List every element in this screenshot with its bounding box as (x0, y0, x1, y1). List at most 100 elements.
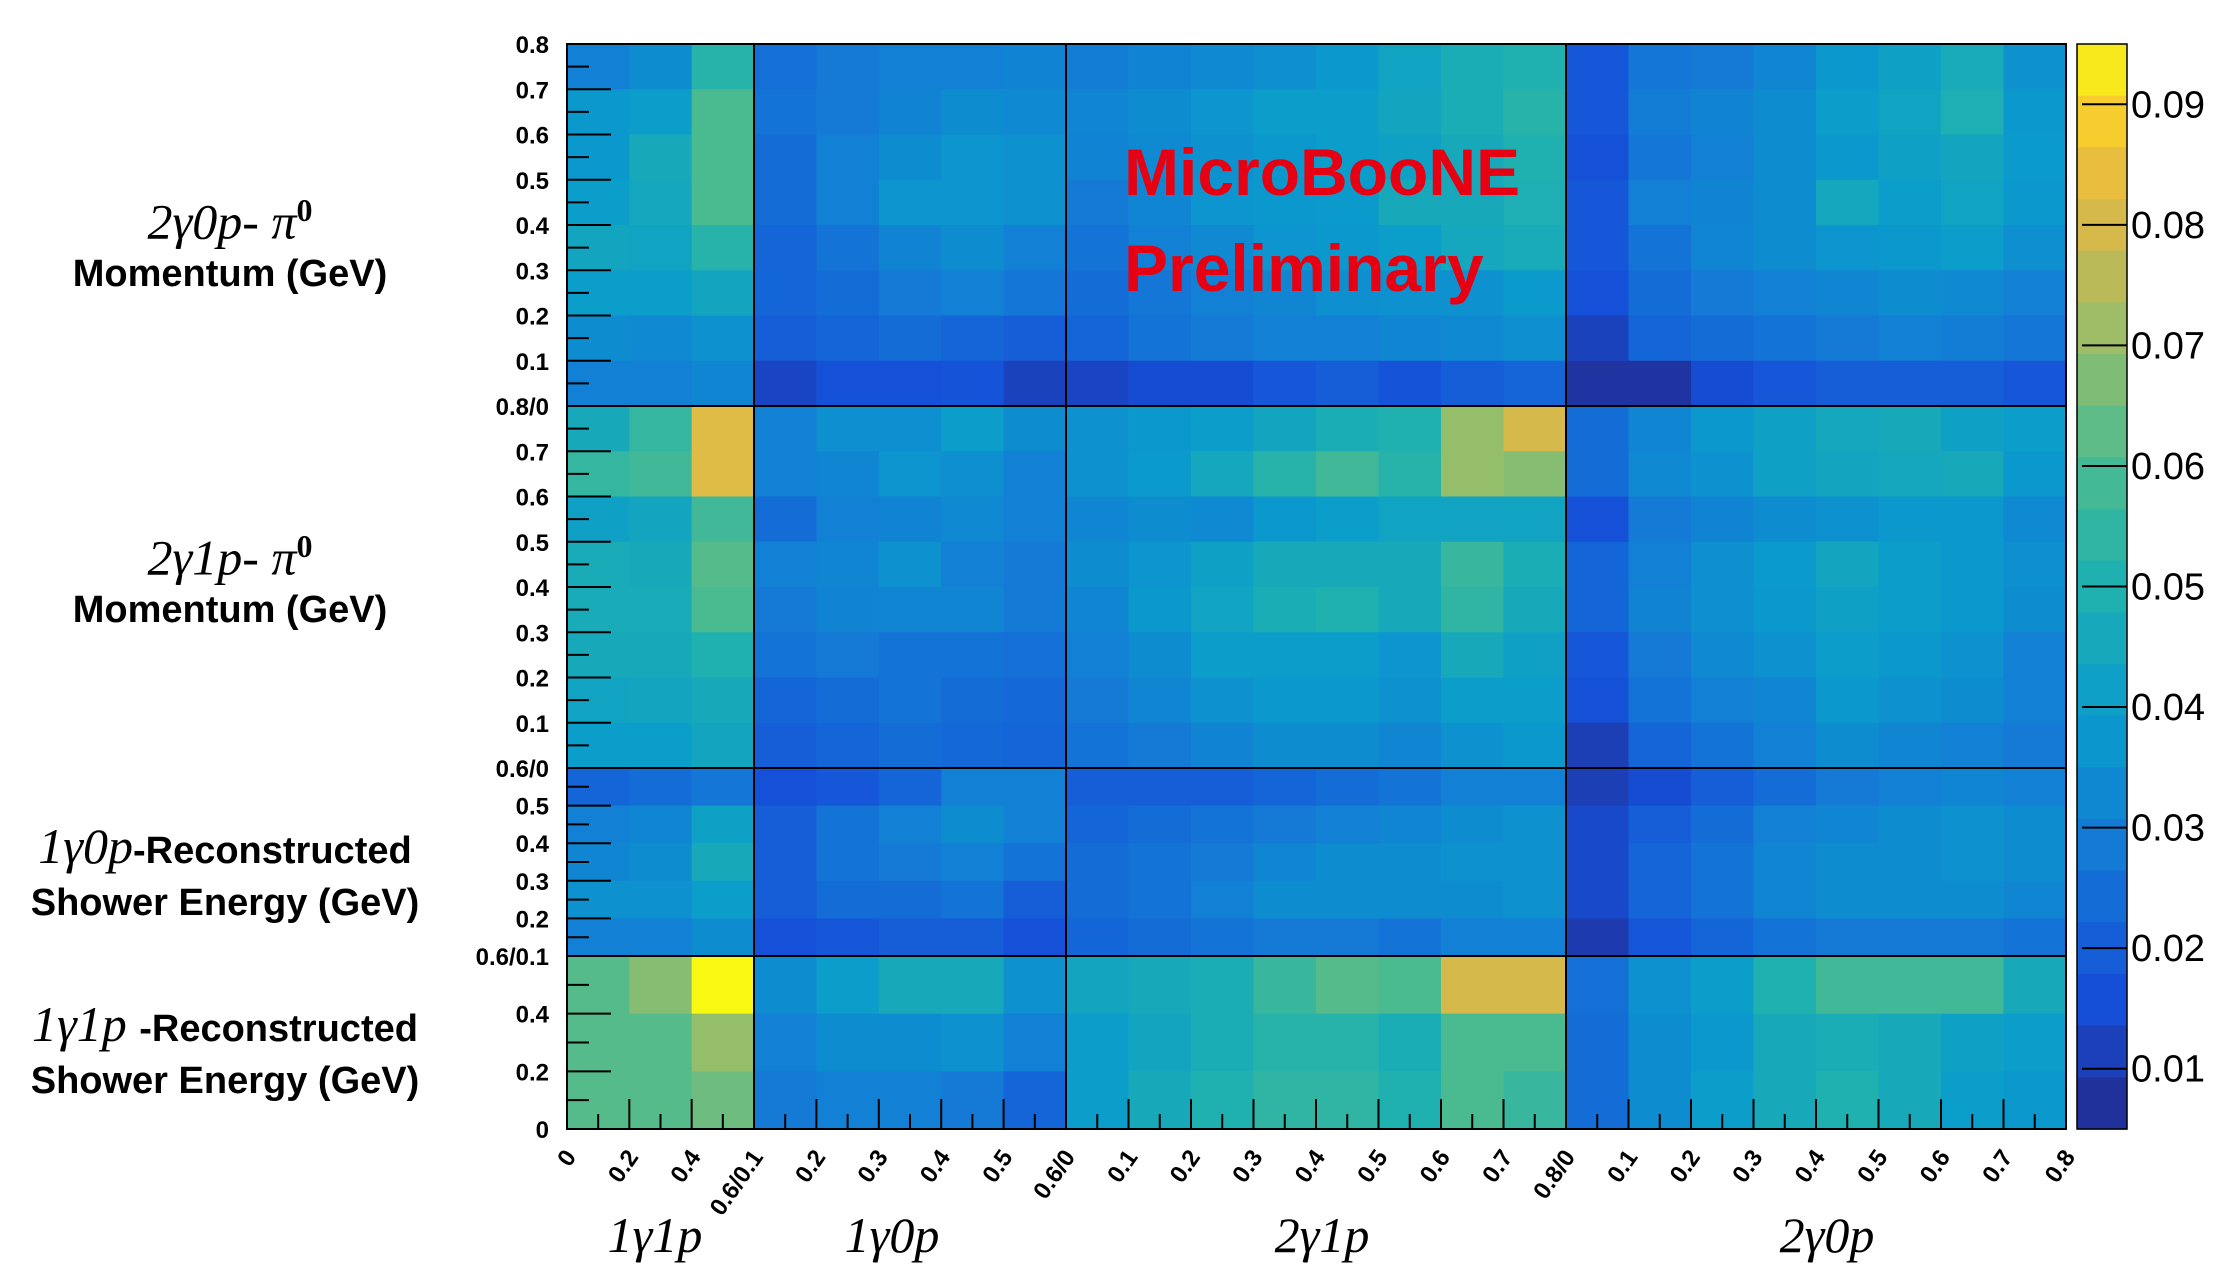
row-label-1g0p-text: Shower Energy (GeV) (30, 882, 420, 924)
heatmap-cell (1378, 406, 1442, 452)
heatmap-cell (1316, 677, 1380, 724)
heatmap-cell (1816, 805, 1880, 844)
heatmap-cell (1628, 722, 1692, 769)
heatmap-cell (1316, 880, 1380, 919)
heatmap-cell (1628, 918, 1692, 957)
heatmap-cell (1003, 496, 1067, 543)
heatmap-cell (1378, 632, 1442, 679)
heatmap-cell (1941, 880, 2005, 919)
heatmap-cell (1566, 451, 1630, 498)
heatmap-cell (629, 225, 693, 271)
heatmap-cell (1941, 496, 2005, 543)
heatmap-cell (1753, 44, 1817, 90)
heatmap-cell (1378, 768, 1442, 807)
heatmap-cell (1253, 805, 1317, 844)
heatmap-cell (1816, 315, 1880, 362)
x-tick-label: 0.8/0 (1528, 1145, 1581, 1204)
heatmap-cell (1253, 541, 1317, 588)
y-tick-label: 0.4 (516, 1002, 550, 1029)
heatmap-cell (2003, 315, 2067, 362)
x-tick-label: 0.4 (665, 1144, 707, 1187)
heatmap-cell (816, 768, 880, 807)
heatmap-cell (878, 360, 942, 407)
heatmap-cell (1691, 315, 1755, 362)
heatmap-cell (2003, 44, 2067, 90)
heatmap-cell (1566, 360, 1630, 407)
heatmap-cell (754, 89, 817, 136)
heatmap-cell (1816, 768, 1880, 807)
heatmap-cell (1816, 89, 1880, 136)
heatmap-cell (1941, 270, 2005, 317)
x-tick-label: 0.4 (1790, 1144, 1832, 1187)
heatmap-cell (1191, 134, 1255, 181)
heatmap-cell (691, 722, 755, 769)
heatmap-cell (1566, 225, 1630, 271)
heatmap-cell (2003, 677, 2067, 724)
colorbar-tick-label: 0.05 (2131, 567, 2205, 609)
heatmap-cell (754, 315, 817, 362)
heatmap-cell (816, 918, 880, 957)
heatmap-cell (1816, 360, 1880, 407)
colorbar-band (2077, 1077, 2127, 1130)
heatmap-cell (1878, 225, 1942, 271)
heatmap-cell (2003, 89, 2067, 136)
heatmap-cell (878, 541, 942, 588)
y-tick-label: 0.4 (516, 831, 550, 858)
heatmap-cell (1753, 541, 1817, 588)
heatmap-cell (1003, 587, 1067, 633)
heatmap-cell (1003, 179, 1067, 226)
heatmap-cell (941, 768, 1005, 807)
heatmap-cell (1128, 768, 1192, 807)
heatmap-cell (629, 270, 693, 317)
heatmap-cell (1191, 918, 1255, 957)
heatmap-cell (1128, 880, 1192, 919)
heatmap-cell (1753, 406, 1817, 452)
heatmap-cell (2003, 270, 2067, 317)
heatmap-cell (1003, 134, 1067, 181)
heatmap-cell (691, 843, 755, 882)
heatmap-cell (1191, 496, 1255, 543)
heatmap-cell (1878, 496, 1942, 543)
y-tick-label: 0.1 (516, 349, 549, 376)
heatmap-cell (1753, 768, 1817, 807)
heatmap-cell (1316, 768, 1380, 807)
heatmap-cell (941, 677, 1005, 724)
heatmap-cell (1691, 541, 1755, 588)
heatmap-cell (1253, 315, 1317, 362)
heatmap-cell (816, 451, 880, 498)
x-tick-label: 0.2 (1665, 1145, 1706, 1188)
y-tick-label: 0.6 (516, 123, 549, 150)
heatmap-cell (1566, 1013, 1630, 1072)
x-tick-label: 0.6/0.1 (705, 1145, 769, 1221)
heatmap-cell (1066, 880, 1130, 919)
x-tick-label: 0.8 (2040, 1145, 2081, 1188)
y-tick-label: 0.5 (516, 530, 549, 557)
heatmap-cell (1816, 918, 1880, 957)
heatmap-cell (1441, 44, 1505, 90)
heatmap-cell (1128, 587, 1192, 633)
heatmap-cell (1191, 541, 1255, 588)
heatmap-cell (2003, 1013, 2067, 1072)
heatmap-cell (691, 134, 755, 181)
x-tick-label: 0.6 (1915, 1145, 1956, 1188)
colorbar-band (2077, 405, 2127, 459)
heatmap-cell (1878, 315, 1942, 362)
heatmap-cell (1066, 918, 1130, 957)
heatmap-cell (1628, 496, 1692, 543)
row-label-2g1p: 2γ1p- π0 Momentum (GeV) (20, 520, 440, 636)
x-tick-label: 0.2 (603, 1145, 644, 1188)
heatmap-cell (691, 677, 755, 724)
heatmap-cell (941, 225, 1005, 271)
heatmap-cell (1066, 632, 1130, 679)
heatmap-cell (2003, 768, 2067, 807)
heatmap-cell (1691, 360, 1755, 407)
heatmap-cell (1628, 587, 1692, 633)
heatmap-cell (878, 134, 942, 181)
heatmap-cell (2003, 722, 2067, 769)
heatmap-cell (1441, 722, 1505, 769)
heatmap-cell (1003, 406, 1067, 452)
heatmap-cell (1816, 722, 1880, 769)
heatmap-cell (691, 44, 755, 90)
heatmap-cell (1753, 843, 1817, 882)
heatmap-cell (754, 225, 817, 271)
